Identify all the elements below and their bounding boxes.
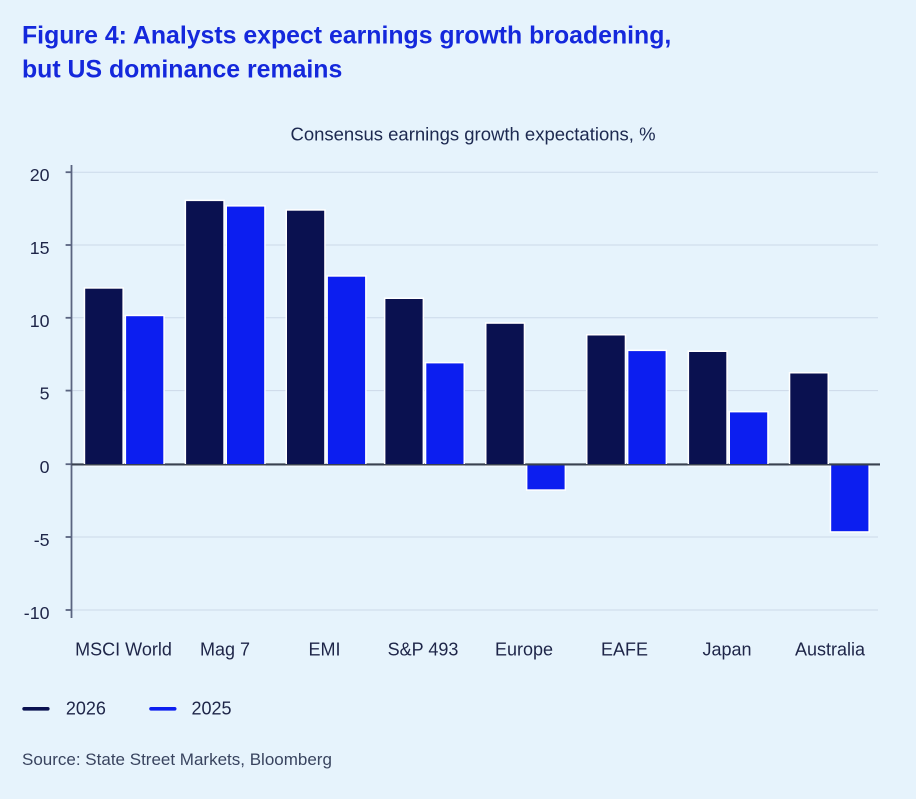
svg-text:20: 20: [30, 165, 50, 185]
svg-text:10: 10: [30, 311, 50, 331]
svg-text:EMI: EMI: [308, 640, 340, 660]
svg-text:Source: State Street Markets,: Source: State Street Markets, Bloomberg: [22, 750, 332, 769]
svg-text:-5: -5: [34, 530, 50, 550]
svg-text:but US dominance remains: but US dominance remains: [22, 57, 342, 84]
svg-text:Europe: Europe: [495, 640, 553, 660]
svg-text:-10: -10: [24, 603, 50, 623]
svg-text:15: 15: [30, 238, 50, 258]
svg-text:S&P 493: S&P 493: [388, 640, 459, 660]
svg-text:Mag 7: Mag 7: [200, 640, 250, 660]
svg-text:0: 0: [40, 457, 50, 477]
svg-text:2025: 2025: [192, 699, 232, 719]
svg-text:MSCI World: MSCI World: [75, 640, 172, 660]
svg-text:Japan: Japan: [702, 640, 751, 660]
svg-text:5: 5: [40, 384, 50, 404]
svg-text:2026: 2026: [66, 699, 106, 719]
svg-text:EAFE: EAFE: [601, 640, 648, 660]
svg-text:Figure 4: Analysts expect earn: Figure 4: Analysts expect earnings growt…: [22, 23, 671, 50]
svg-text:Consensus earnings growth expe: Consensus earnings growth expectations, …: [290, 124, 655, 145]
svg-text:Australia: Australia: [795, 640, 866, 660]
